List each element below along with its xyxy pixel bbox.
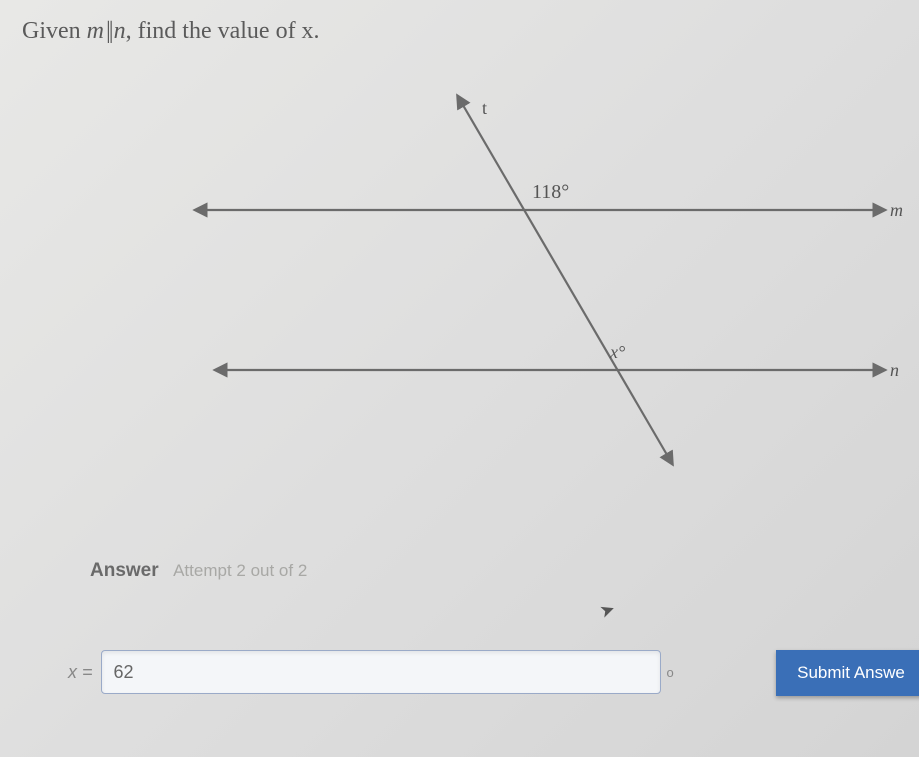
label-n: n [890,360,899,380]
parallel-symbol: || [104,18,114,44]
diagram-svg: m n t 118° x° [180,90,919,480]
answer-input-row: x = o [68,650,674,694]
angle-118: 118° [532,181,569,203]
label-t: t [482,98,487,118]
geometry-diagram: m n t 118° x° [180,90,900,470]
question-suffix: , find the value of x. [126,18,320,44]
answer-heading-row: Answer Attempt 2 out of 2 [90,560,307,582]
var-n: n [114,18,126,44]
degree-symbol: o [667,665,674,680]
answer-input[interactable] [101,650,661,694]
answer-label: Answer [90,560,159,581]
question-prefix: Given [22,18,87,44]
var-m: m [87,18,104,44]
cursor-icon: ➤ [597,598,618,623]
line-t [460,100,670,460]
label-m: m [890,200,903,220]
question-text: Given m||n, find the value of x. [22,18,320,45]
submit-button[interactable]: Submit Answe [776,650,919,696]
submit-label: Submit Answe [797,663,905,682]
x-equals-label: x = [68,662,93,683]
attempt-text: Attempt 2 out of 2 [173,561,307,580]
angle-x: x° [609,342,625,362]
